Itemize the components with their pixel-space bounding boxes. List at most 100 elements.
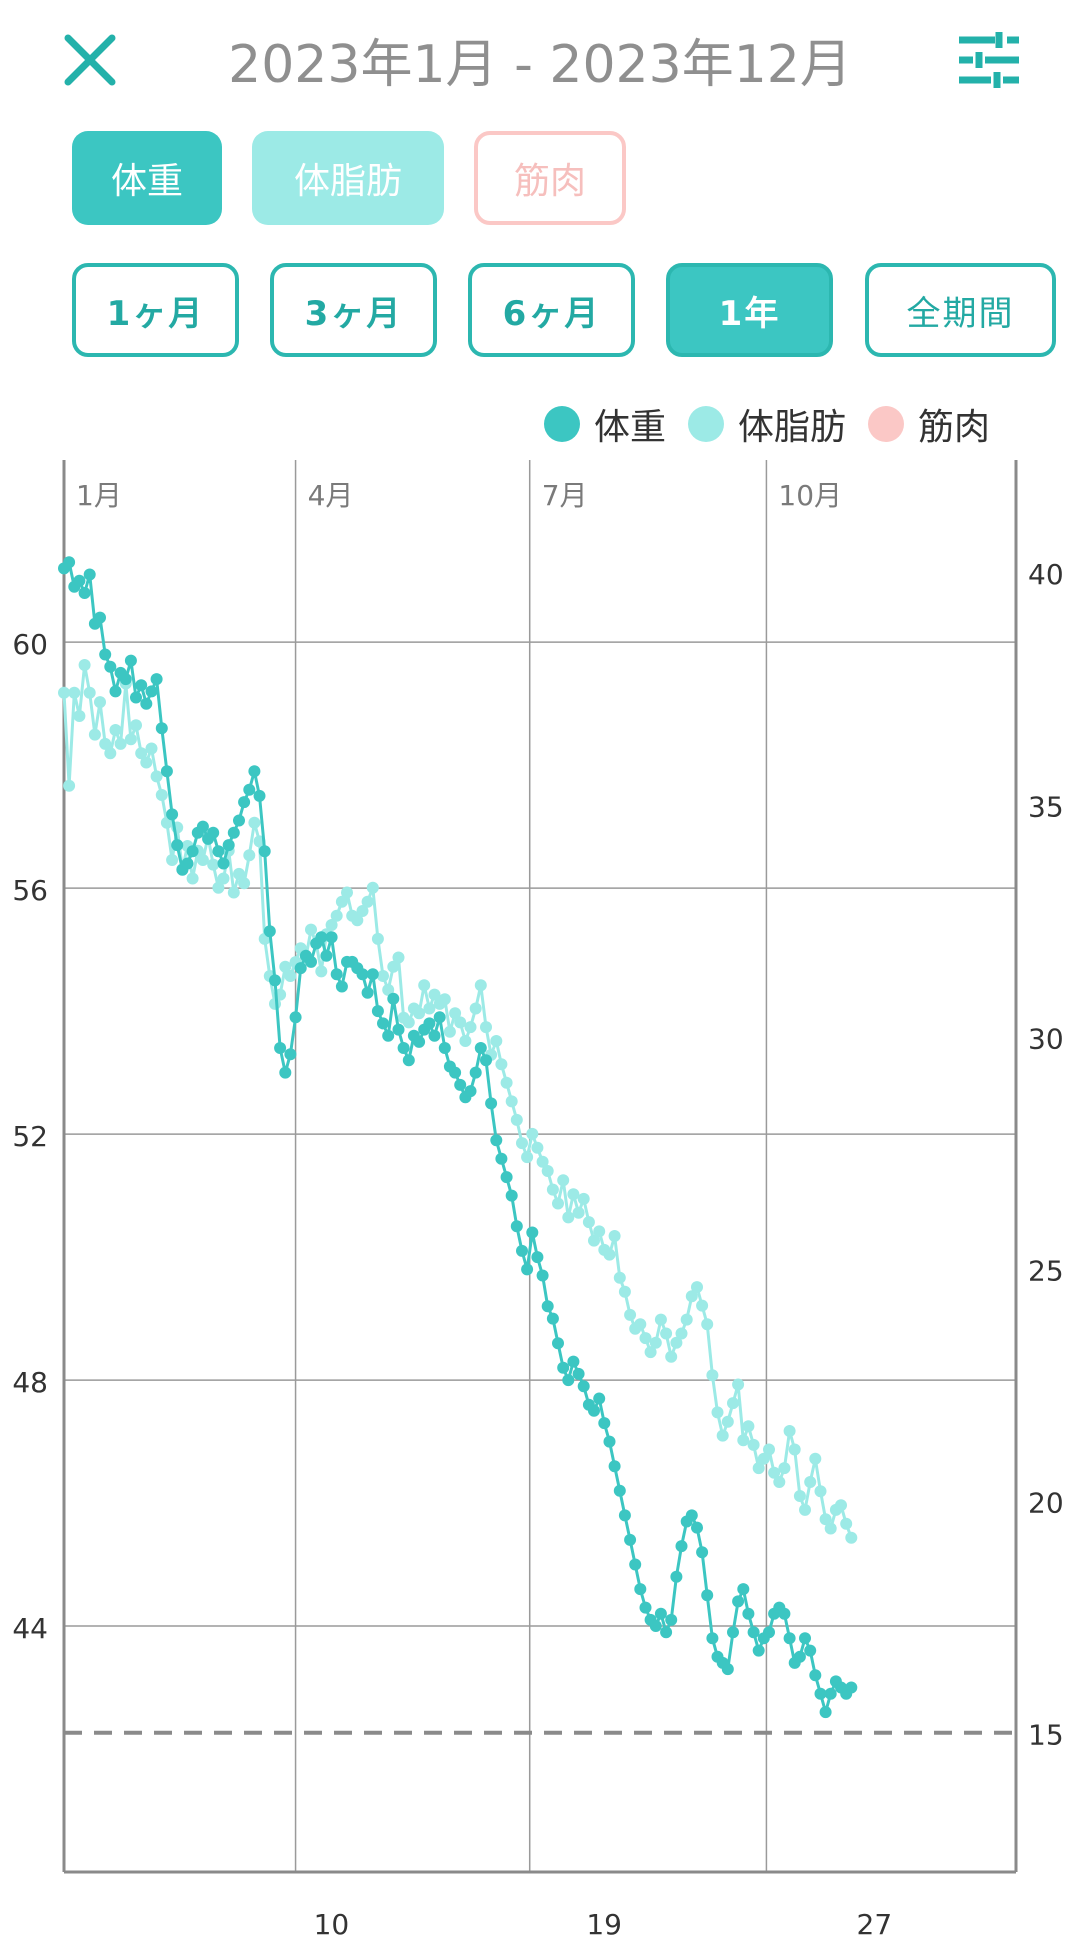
series-body-fat-point[interactable] (305, 923, 317, 936)
series-body-fat-point[interactable] (783, 1425, 796, 1437)
series-body-fat-point[interactable] (747, 1438, 760, 1451)
series-weight-point[interactable] (819, 1706, 832, 1719)
series-body-fat-point[interactable] (799, 1503, 811, 1516)
series-weight-point[interactable] (603, 1435, 616, 1448)
series-weight-point[interactable] (258, 845, 271, 858)
series-body-fat-point[interactable] (804, 1476, 817, 1488)
series-body-fat-point[interactable] (413, 1007, 426, 1020)
series-weight-point[interactable] (325, 931, 338, 944)
series-body-fat-point[interactable] (325, 919, 338, 931)
series-weight-point[interactable] (552, 1337, 564, 1350)
series-weight-point[interactable] (654, 1607, 667, 1620)
series-weight-point[interactable] (145, 685, 158, 698)
series-body-fat-point[interactable] (809, 1452, 822, 1465)
series-weight-point[interactable] (196, 820, 209, 833)
series-weight-point[interactable] (124, 654, 137, 667)
series-body-fat-point[interactable] (315, 965, 328, 978)
series-weight-point[interactable] (809, 1669, 822, 1682)
series-weight-point[interactable] (747, 1626, 760, 1639)
series-body-fat-point[interactable] (793, 1490, 806, 1502)
series-body-fat-point[interactable] (58, 686, 70, 699)
series-body-fat-point[interactable] (330, 909, 343, 922)
series-weight-point[interactable] (284, 1048, 297, 1061)
series-body-fat-point[interactable] (840, 1517, 853, 1530)
series-weight-point[interactable] (510, 1220, 523, 1233)
series-weight-point[interactable] (130, 691, 142, 704)
series-weight-point[interactable] (778, 1607, 791, 1620)
series-body-fat-point[interactable] (536, 1155, 549, 1168)
series-weight-point[interactable] (691, 1521, 703, 1534)
series-body-fat-point[interactable] (83, 686, 96, 699)
series-body-fat-point[interactable] (763, 1443, 775, 1456)
series-weight-point[interactable] (227, 826, 240, 839)
series-weight-point[interactable] (222, 839, 235, 852)
series-body-fat-point[interactable] (233, 867, 245, 880)
series-body-fat-point[interactable] (644, 1346, 657, 1359)
series-weight-point[interactable] (423, 1017, 436, 1030)
series-weight-point[interactable] (433, 1011, 446, 1024)
series-weight-point[interactable] (593, 1392, 606, 1405)
series-body-fat-point[interactable] (557, 1174, 570, 1187)
series-weight-point[interactable] (454, 1078, 467, 1091)
series-body-fat-point[interactable] (582, 1216, 595, 1229)
series-weight-point[interactable] (320, 949, 333, 962)
series-weight-point[interactable] (742, 1607, 755, 1620)
series-weight-point[interactable] (639, 1601, 652, 1614)
series-body-fat-point[interactable] (238, 877, 251, 890)
series-body-fat-point[interactable] (217, 872, 230, 885)
series-weight-point[interactable] (233, 814, 245, 827)
series-weight-point[interactable] (212, 845, 225, 858)
series-weight-point[interactable] (109, 685, 122, 698)
series-weight-point[interactable] (166, 808, 179, 821)
series-body-fat-point[interactable] (696, 1299, 709, 1312)
series-weight-point[interactable] (73, 574, 86, 587)
series-body-fat-point[interactable] (649, 1336, 662, 1349)
series-body-fat-point[interactable] (624, 1308, 637, 1321)
series-body-fat-point[interactable] (531, 1141, 544, 1154)
series-body-fat-point[interactable] (428, 988, 441, 1001)
series-weight-point[interactable] (83, 568, 96, 581)
series-body-fat-point[interactable] (480, 1021, 492, 1034)
series-weight-point[interactable] (274, 1042, 287, 1054)
series-body-fat-point[interactable] (186, 872, 199, 885)
series-body-fat-point[interactable] (716, 1429, 729, 1442)
series-body-fat-point[interactable] (78, 659, 91, 671)
series-weight-point[interactable] (793, 1650, 806, 1663)
series-body-fat-point[interactable] (788, 1443, 801, 1456)
series-weight-point[interactable] (94, 611, 106, 624)
series-weight-point[interactable] (253, 789, 266, 802)
series-weight-point[interactable] (696, 1546, 709, 1559)
series-weight-point[interactable] (629, 1558, 642, 1571)
series-body-fat-point[interactable] (443, 1025, 456, 1038)
series-weight-point[interactable] (428, 1029, 441, 1042)
sliders-icon[interactable] (955, 30, 1023, 90)
series-weight-point[interactable] (588, 1404, 600, 1417)
series-body-fat-point[interactable] (768, 1466, 781, 1479)
series-body-fat-point[interactable] (521, 1151, 534, 1164)
series-body-fat-point[interactable] (196, 854, 209, 866)
series-weight-point[interactable] (783, 1632, 796, 1645)
series-body-fat-point[interactable] (613, 1271, 626, 1284)
series-weight-point[interactable] (562, 1374, 575, 1387)
series-weight-point[interactable] (361, 986, 374, 999)
series-weight-point[interactable] (536, 1269, 549, 1282)
series-weight-point[interactable] (824, 1687, 837, 1700)
series-body-fat-point[interactable] (541, 1165, 554, 1177)
series-body-fat-point[interactable] (572, 1206, 585, 1219)
series-body-fat-point[interactable] (469, 1002, 482, 1015)
series-body-fat-point[interactable] (670, 1336, 683, 1349)
series-body-fat-point[interactable] (593, 1225, 606, 1238)
series-weight-point[interactable] (814, 1687, 827, 1700)
series-weight-point[interactable] (269, 974, 281, 987)
series-weight-point[interactable] (521, 1263, 534, 1276)
series-weight-point[interactable] (541, 1300, 554, 1313)
series-body-fat-point[interactable] (356, 905, 369, 917)
series-body-fat-point[interactable] (459, 1035, 472, 1047)
series-weight-point[interactable] (577, 1380, 590, 1393)
series-body-fat-point[interactable] (377, 970, 389, 982)
series-weight-point[interactable] (505, 1189, 518, 1202)
series-weight-point[interactable] (289, 1011, 302, 1024)
series-body-fat-point[interactable] (835, 1499, 847, 1512)
series-body-fat-point[interactable] (68, 686, 81, 699)
series-weight-point[interactable] (315, 931, 328, 944)
